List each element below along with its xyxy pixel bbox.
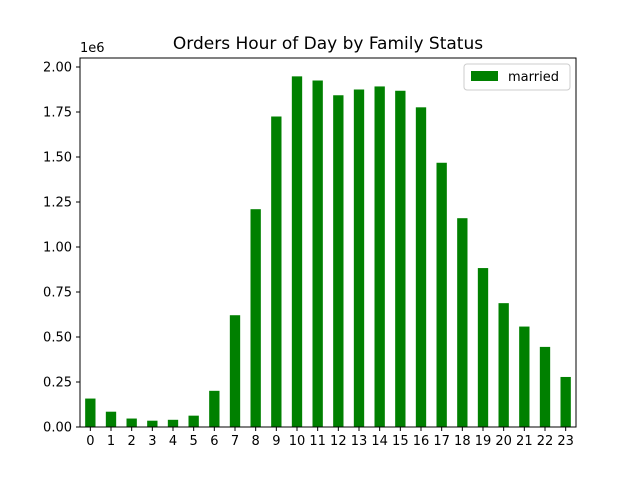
- x-tick-label: 0: [86, 434, 94, 449]
- x-tick-label: 9: [272, 434, 280, 449]
- x-tick-label: 7: [231, 434, 239, 449]
- x-tick-label: 21: [516, 434, 533, 449]
- y-tick-label: 1.50: [43, 151, 72, 166]
- x-tick-label: 18: [454, 434, 471, 449]
- bar-hour-20: [498, 303, 509, 427]
- bar-hour-8: [250, 209, 261, 427]
- chart-title: Orders Hour of Day by Family Status: [173, 34, 483, 54]
- bar-hour-4: [167, 419, 179, 427]
- y-axis-offset-label: 1e6: [80, 41, 105, 56]
- bar-hour-10: [291, 76, 303, 428]
- bar-hour-9: [271, 116, 282, 427]
- plot-frame: [79, 57, 577, 428]
- bar-hour-11: [312, 80, 323, 427]
- x-axis: 0 1 2 3 4 5 6 7 8 9 10 11 12 13 14 15 16 17 18 19 20 21 22 23: [86, 427, 574, 449]
- x-tick-label: 11: [309, 434, 326, 449]
- bar-hour-6: [209, 390, 220, 427]
- bar-hour-3: [147, 420, 158, 427]
- bar-hour-16: [415, 107, 427, 427]
- x-tick-label: 23: [557, 434, 574, 449]
- y-tick-label: 0.75: [43, 286, 72, 301]
- bar-hour-5: [188, 415, 199, 427]
- bar-hour-23: [560, 376, 571, 427]
- y-tick-label: 0.00: [43, 421, 72, 436]
- bar-hour-18: [457, 218, 468, 427]
- bar-hour-19: [477, 268, 489, 427]
- bars-group: [85, 76, 571, 428]
- bar-hour-1: [105, 411, 117, 427]
- x-tick-label: 14: [371, 434, 388, 449]
- x-tick-label: 1: [107, 434, 115, 449]
- bar-hour-7: [229, 315, 241, 427]
- bar-hour-12: [333, 95, 344, 427]
- x-tick-label: 10: [289, 434, 306, 449]
- y-tick-label: 1.00: [43, 241, 72, 256]
- x-tick-label: 17: [433, 434, 450, 449]
- x-tick-label: 4: [169, 434, 177, 449]
- x-tick-label: 20: [495, 434, 512, 449]
- legend-label-married: married: [508, 70, 559, 85]
- y-tick-label: 2.00: [43, 61, 72, 76]
- x-tick-label: 3: [148, 434, 156, 449]
- bar-hour-22: [539, 346, 551, 427]
- legend-swatch-married: [471, 71, 498, 81]
- bar-hour-21: [519, 326, 530, 427]
- bar-hour-15: [395, 90, 406, 427]
- y-axis: 0.00 0.25 0.50 0.75 1.00 1.25 1.50 1.75 2.00: [43, 61, 80, 436]
- x-tick-label: 5: [190, 434, 198, 449]
- x-tick-label: 22: [537, 434, 554, 449]
- legend-box: [463, 63, 571, 91]
- bar-hour-14: [374, 86, 385, 427]
- x-tick-label: 19: [475, 434, 492, 449]
- bar-hour-0: [85, 398, 96, 427]
- bar-hour-2: [126, 418, 137, 427]
- x-tick-label: 6: [210, 434, 218, 449]
- y-tick-label: 1.25: [43, 196, 72, 211]
- y-tick-label: 0.50: [43, 331, 72, 346]
- x-tick-label: 2: [128, 434, 136, 449]
- y-tick-label: 0.25: [43, 376, 72, 391]
- legend: married: [463, 63, 571, 91]
- x-tick-label: 15: [392, 434, 409, 449]
- x-tick-label: 8: [252, 434, 260, 449]
- y-tick-label: 1.75: [43, 106, 72, 121]
- x-tick-label: 16: [413, 434, 430, 449]
- x-tick-label: 13: [351, 434, 368, 449]
- bar-hour-17: [436, 162, 447, 427]
- x-tick-label: 12: [330, 434, 347, 449]
- bar-hour-13: [353, 89, 365, 427]
